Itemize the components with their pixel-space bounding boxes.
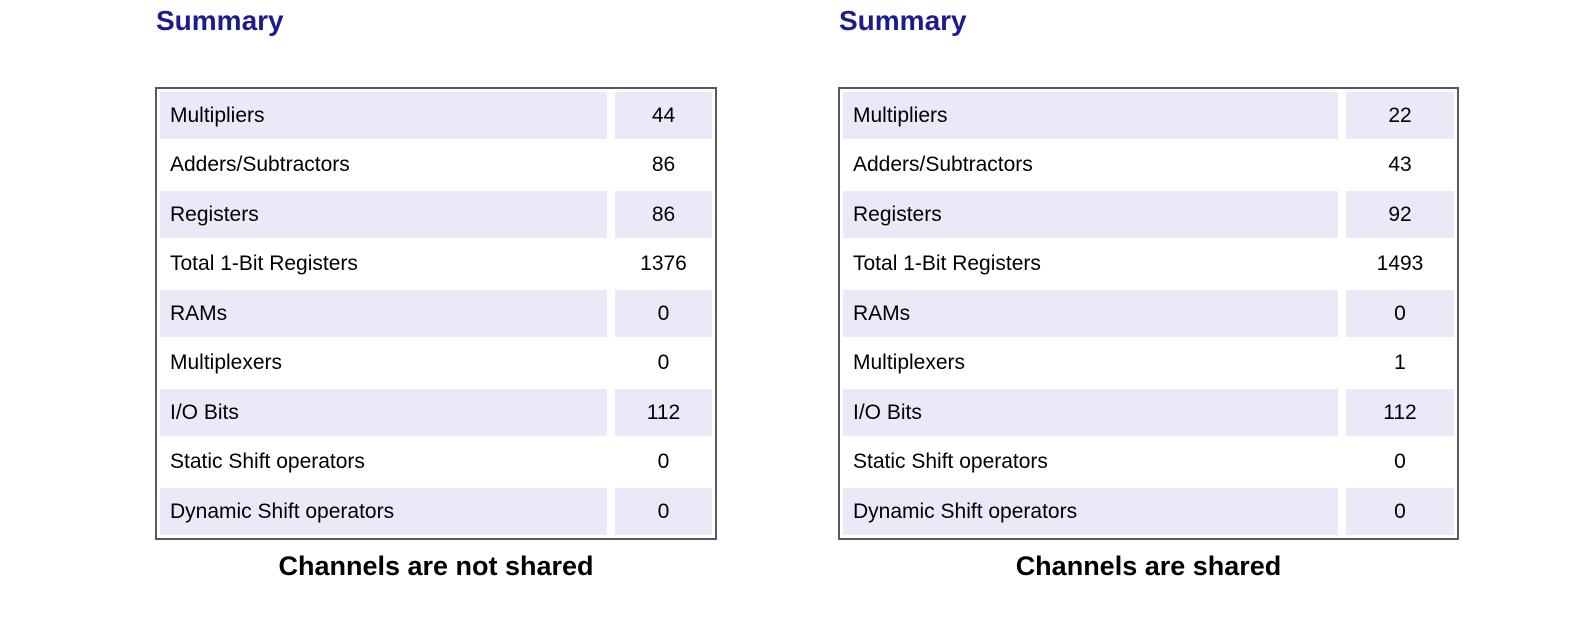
resource-value-cell: 0 (1394, 450, 1406, 473)
table-caption: Channels are shared (1015, 551, 1282, 581)
table-row: RAMs 0 (160, 290, 712, 337)
resource-name-cell: Adders/Subtractors (853, 153, 1033, 176)
table-row: I/O Bits 112 (160, 389, 712, 436)
table-row: Static Shift operators 0 (843, 439, 1454, 486)
table-row: RAMs 0 (843, 290, 1454, 337)
table-body: Multipliers 22 Adders/Subtractors 43 Reg… (843, 92, 1454, 535)
resource-value-cell: 86 (651, 153, 676, 176)
resource-name-cell: I/O Bits (843, 389, 1338, 436)
resource-name-cell: Multiplexers (170, 351, 283, 374)
resource-name-cell: Registers (160, 191, 607, 238)
table-row: Dynamic Shift operators 0 (160, 488, 712, 535)
resource-name-cell: Registers (843, 191, 1338, 238)
table-row: Multipliers 22 (843, 92, 1454, 139)
resource-name-cell: Static Shift operators (170, 450, 365, 473)
resource-name-cell: RAMs (160, 290, 607, 337)
resource-summary-table: Multipliers 44 Adders/Subtractors 86 Reg… (155, 87, 717, 540)
table-row: Static Shift operators 0 (160, 439, 712, 486)
table-row: Total 1-Bit Registers 1376 (160, 241, 712, 288)
table-row: Adders/Subtractors 86 (160, 142, 712, 189)
resource-value-cell: 86 (615, 191, 712, 238)
resource-name-cell: Multiplexers (853, 351, 966, 374)
table-row: Multipliers 44 (160, 92, 712, 139)
table-row: Dynamic Shift operators 0 (843, 488, 1454, 535)
table-row: Registers 86 (160, 191, 712, 238)
resource-name-cell: I/O Bits (160, 389, 607, 436)
resource-value-cell: 43 (1388, 153, 1412, 176)
table-row: I/O Bits 112 (843, 389, 1454, 436)
resource-value-cell: 0 (657, 351, 670, 374)
resource-name-cell: Dynamic Shift operators (843, 488, 1338, 535)
table-row: Adders/Subtractors 43 (843, 142, 1454, 189)
resource-name-cell: Static Shift operators (853, 450, 1048, 473)
table-body: Multipliers 44 Adders/Subtractors 86 Reg… (160, 92, 712, 535)
resource-value-cell: 22 (1346, 92, 1454, 139)
resource-value-cell: 92 (1346, 191, 1454, 238)
table-row: Multiplexers 1 (843, 340, 1454, 387)
resource-value-cell: 0 (615, 488, 712, 535)
table-row: Multiplexers 0 (160, 340, 712, 387)
resource-value-cell: 112 (1346, 389, 1454, 436)
resource-name-cell: Total 1-Bit Registers (853, 252, 1041, 275)
resource-name-cell: Multipliers (843, 92, 1338, 139)
summary-heading: Summary (839, 5, 967, 36)
resource-summary-table: Multipliers 22 Adders/Subtractors 43 Reg… (838, 87, 1459, 540)
resource-value-cell: 0 (1346, 290, 1454, 337)
table-caption: Channels are not shared (278, 551, 594, 581)
resource-name-cell: RAMs (843, 290, 1338, 337)
resource-value-cell: 0 (615, 290, 712, 337)
table-row: Registers 92 (843, 191, 1454, 238)
resource-name-cell: Total 1-Bit Registers (170, 252, 358, 275)
resource-value-cell: 0 (1346, 488, 1454, 535)
resource-name-cell: Multipliers (160, 92, 607, 139)
resource-value-cell: 44 (615, 92, 712, 139)
summary-heading: Summary (156, 5, 284, 36)
resource-value-cell: 1376 (640, 252, 687, 275)
table-row: Total 1-Bit Registers 1493 (843, 241, 1454, 288)
resource-value-cell: 1493 (1376, 252, 1424, 275)
resource-value-cell: 0 (657, 450, 670, 473)
resource-name-cell: Dynamic Shift operators (160, 488, 607, 535)
resource-value-cell: 1 (1394, 351, 1406, 374)
resource-name-cell: Adders/Subtractors (170, 153, 350, 176)
resource-value-cell: 112 (615, 389, 712, 436)
